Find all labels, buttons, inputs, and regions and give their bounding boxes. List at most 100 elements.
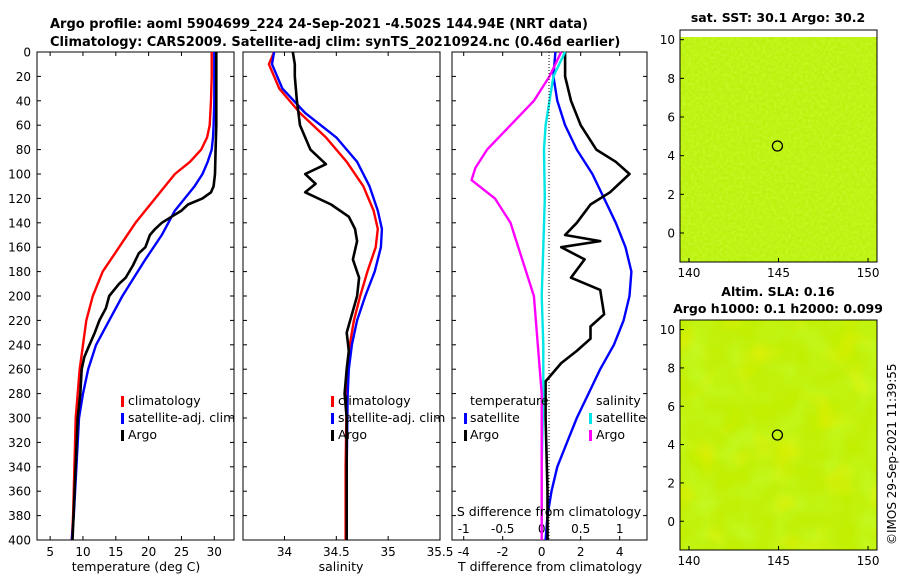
depth-tick-label: 340 [8,460,31,474]
sla-map-y-tick-label: 10 [660,323,675,337]
series-line-argo [71,52,218,541]
difference-legend: temperature satellite Argo salinity sate… [464,393,646,442]
sla-map-y-tick-label: 8 [667,361,675,375]
legend-label-sal-satellite: satellite [596,410,646,425]
x-tick-label: -2 [497,545,509,559]
s-tick-label: 1 [616,522,624,536]
depth-tick-label: 80 [16,143,31,157]
x-tick-label: -4 [458,545,470,559]
s-tick-label: 0.5 [571,522,590,536]
depth-tick-label: 380 [8,509,31,523]
sla-map-x-tick-label: 150 [857,554,880,568]
series-line-temperature-argo [544,52,631,540]
temperature-legend: climatology satellite-adj. clim Argo [121,393,235,442]
sst-map-y-tick-label: 0 [667,227,675,241]
depth-tick-label: 260 [8,363,31,377]
sst-map-marks: 140 145 150 0 2 4 6 8 10 [660,33,880,280]
x-tick-label: 34.5 [323,545,350,559]
sla-map-x-tick-label: 145 [767,554,790,568]
depth-tick-label: 40 [16,94,31,108]
sst-map [680,37,877,262]
sst-map-x-tick-label: 140 [678,266,701,280]
series-line-temperature-satellite [544,51,633,541]
depth-ticks: 0 20 40 60 80 100 120 140 160 180 200 220 240 260 280 3… [8,46,647,548]
legend-label-climatology: climatology [338,393,411,408]
x-tick-label: 25 [174,545,189,559]
temperature-xlabel: temperature (deg C) [72,559,201,574]
difference-plot: -4 -2 0 2 4-1 -0.5 0 0.5 1 [458,51,633,559]
legend-label-argo: Argo [128,427,157,442]
series-line-salinity-satellite [540,51,567,540]
sla-map-y-tick-label: 2 [667,476,675,490]
legend-label-climatology: climatology [128,393,201,408]
depth-tick-label: 220 [8,314,31,328]
x-tick-label: 30 [207,545,222,559]
depth-tick-label: 120 [8,192,31,206]
depth-tick-label: 200 [8,290,31,304]
x-tick-label: 15 [108,545,123,559]
x-tick-label: 0 [538,545,546,559]
figure-title-line2: Climatology: CARS2009. Satellite-adj cli… [50,35,620,50]
legend-label-argo: Argo [338,427,367,442]
legend-swatch-climatology [121,396,124,407]
depth-tick-label: 160 [8,241,31,255]
x-tick-label: 35.5 [427,545,454,559]
x-tick-label: 20 [141,545,156,559]
imos-watermark: ©IMOS 29-Sep-2021 11:39:55 [885,363,899,545]
difference-xlabel: T difference from climatology [457,559,643,574]
legend-swatch-argo [121,430,124,441]
salinity-xlabel: salinity [319,559,364,574]
sst-map-y-tick-label: 4 [667,149,675,163]
sla-map-title-line2: Argo h1000: 0.1 h2000: 0.099 [673,301,883,316]
legend-swatch-satellite [121,413,124,424]
depth-tick-label: 300 [8,412,31,426]
sst-map-argo-location-marker [771,140,784,152]
temperature-plot: 5 10 15 20 25 30 [46,52,222,559]
sst-map-texture [680,37,877,262]
legend-label-sal-argo: Argo [596,427,625,442]
s-tick-label: -0.5 [491,522,514,536]
x-tick-label: 5 [46,545,54,559]
salinity-legend: climatology satellite-adj. clim Argo [331,393,445,442]
x-tick-label: 4 [616,545,624,559]
series-line-salinity-argo [470,51,563,540]
figure-title-line1: Argo profile: aoml 5904699_224 24-Sep-20… [50,17,588,32]
sst-map-y-tick-label: 6 [667,111,675,125]
legend-label-satellite: satellite-adj. clim [338,410,445,425]
salinity-axes [242,51,441,541]
sst-map-x-tick-label: 150 [857,266,880,280]
sst-map-x-tick-label: 145 [767,266,790,280]
sla-map-y-tick-label: 6 [667,400,675,414]
s-tick-label: -1 [458,522,470,536]
sla-map-texture-yellow [680,320,877,550]
legend-swatch-argo [331,430,334,441]
legend-title-temperature: temperature [470,393,549,408]
sla-map-marks: 140 145 150 0 2 4 6 8 10 [660,323,880,568]
legend-title-salinity: salinity [596,393,641,408]
legend-swatch-sal-satellite [589,413,592,424]
sla-map-title-line1: Altim. SLA: 0.16 [721,284,835,299]
sla-map-y-tick-label: 0 [667,515,675,529]
series-line-climatology [70,52,213,541]
x-tick-label: 2 [577,545,585,559]
legend-swatch-climatology [331,396,334,407]
depth-tick-label: 240 [8,338,31,352]
series-line-satellite-adj-clim [70,52,216,541]
sst-map-y-tick-label: 10 [660,33,675,47]
sla-map-y-tick-label: 4 [667,438,675,452]
depth-tick-label: 180 [8,265,31,279]
depth-tick-label: 280 [8,387,31,401]
depth-tick-label: 20 [16,70,31,84]
sst-map-y-tick-label: 8 [667,72,675,86]
depth-tick-label: 100 [8,168,31,182]
salinity-plot: 34 34.5 35 35.5 [267,51,454,559]
x-tick-label: 35 [381,545,396,559]
sst-map-y-tick-label: 2 [667,188,675,202]
legend-label-temp-satellite: satellite [470,410,520,425]
sla-map [680,320,877,550]
legend-swatch-satellite [331,413,334,424]
depth-tick-label: 320 [8,436,31,450]
depth-tick-label: 360 [8,485,31,499]
temperature-axes [36,51,235,541]
